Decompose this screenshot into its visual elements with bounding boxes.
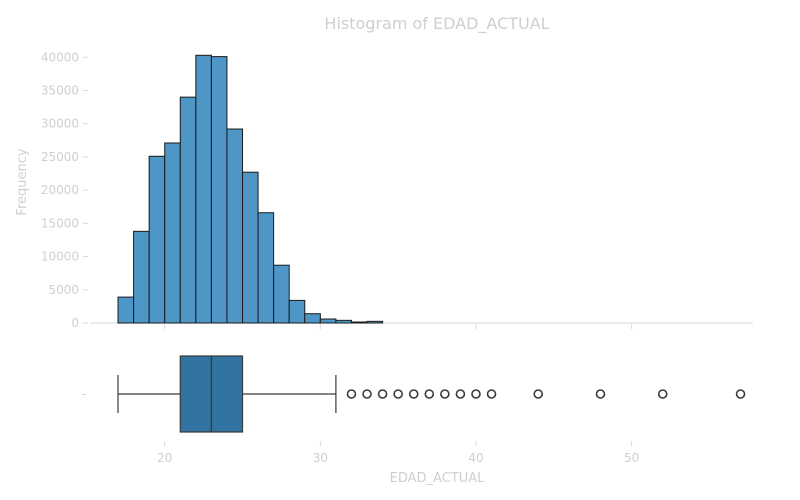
histogram-bar: [133, 230, 150, 324]
histogram-bar: [164, 142, 181, 324]
histogram-bar: [257, 212, 275, 324]
x-tick-label: 20: [157, 451, 172, 465]
chart-title: Histogram of EDAD_ACTUAL: [324, 14, 549, 34]
histogram-bars: [117, 54, 384, 324]
y-tick-label: 15000: [41, 216, 79, 230]
outlier-point: [440, 389, 450, 399]
outlier-point: [471, 389, 481, 399]
histogram-bar: [242, 171, 259, 324]
histogram-bar: [226, 128, 244, 324]
outlier-point: [455, 389, 466, 399]
histogram-bar: [210, 56, 228, 324]
outlier-point: [362, 389, 372, 399]
histogram-bar: [304, 313, 321, 324]
boxplot-y-tick: -: [82, 387, 86, 401]
y-tick-label: 35000: [41, 84, 79, 98]
outlier-point: [424, 389, 435, 399]
histogram-bar: [350, 321, 368, 324]
x-tick-label: 40: [468, 451, 483, 465]
histogram-y-ticks: 0 5000 10000 15000 20000 25000 30000 35000 40000: [41, 50, 88, 330]
histogram-bar: [148, 155, 166, 324]
histogram-bar: [366, 320, 384, 324]
histogram-bar: [273, 264, 290, 324]
x-axis-label: EDAD_ACTUAL: [390, 471, 485, 486]
boxplot-x-ticks: 20 30 40 50: [157, 441, 639, 465]
histogram-bar: [335, 319, 352, 324]
outlier-point: [533, 389, 544, 399]
outlier-point: [408, 389, 419, 399]
y-tick-label: 5000: [48, 283, 79, 297]
outlier-point: [735, 389, 746, 399]
outlier-point: [377, 389, 388, 399]
y-axis-label: Frequency: [15, 148, 30, 215]
y-tick-label: 40000: [41, 50, 79, 64]
histogram-bar: [288, 299, 306, 324]
outlier-point: [346, 389, 357, 399]
outlier-point: [595, 389, 606, 399]
y-tick-label: 30000: [41, 117, 79, 131]
outlier-point: [486, 389, 497, 399]
y-tick-label: 25000: [41, 150, 79, 164]
boxplot: -: [82, 355, 746, 433]
histogram-bar: [195, 54, 212, 324]
histogram-bar: [179, 96, 197, 324]
y-tick-label: 0: [71, 316, 79, 330]
x-tick-label: 30: [313, 451, 328, 465]
histogram-bar: [319, 318, 337, 324]
outlier-point: [393, 389, 403, 399]
outlier-point: [657, 389, 668, 399]
histogram-bar: [117, 296, 135, 324]
y-tick-label: 20000: [41, 183, 79, 197]
x-tick-label: 50: [624, 451, 639, 465]
histogram-x-ticks: [164, 324, 633, 329]
y-tick-label: 10000: [41, 250, 79, 264]
